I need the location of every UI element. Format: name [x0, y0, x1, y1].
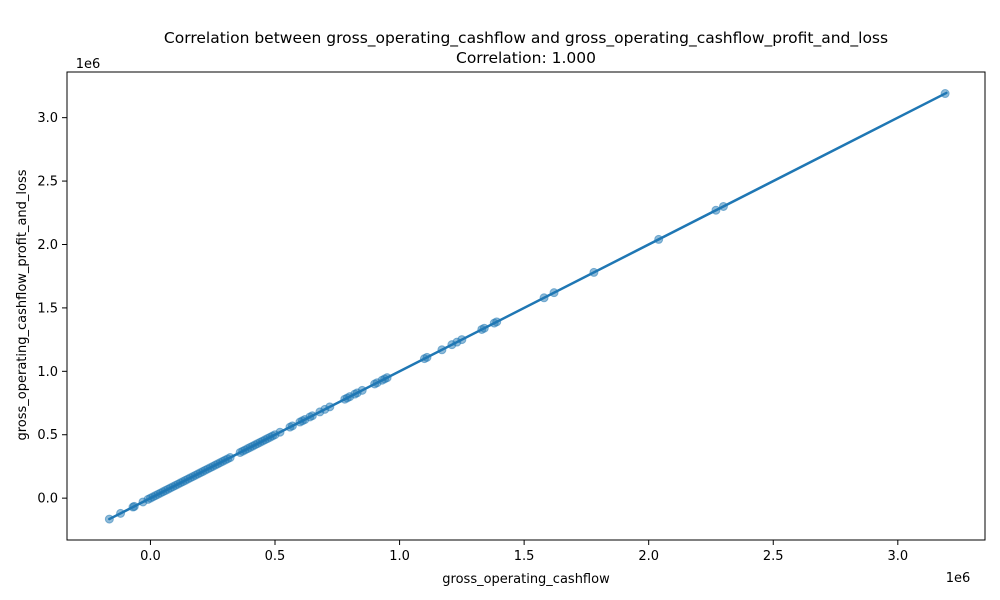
x-tick-label: 2.5: [763, 549, 784, 564]
regression-line: [108, 91, 948, 521]
y-tick-label: 2.5: [37, 175, 58, 190]
x-axis-offset-label: 1e6: [946, 571, 971, 586]
x-tick-label: 0.0: [140, 549, 161, 564]
y-tick-label: 1.0: [37, 365, 58, 380]
x-axis-label: gross_operating_cashflow: [442, 572, 610, 587]
x-tick-label: 2.0: [638, 549, 659, 564]
x-tick-label: 1.5: [514, 549, 535, 564]
y-tick-label: 3.0: [37, 111, 58, 126]
x-tick-label: 3.0: [887, 549, 908, 564]
y-axis-offset-label: 1e6: [76, 57, 101, 72]
y-tick-label: 2.0: [37, 238, 58, 253]
chart-title: Correlation between gross_operating_cash…: [164, 29, 888, 48]
y-tick-label: 0.0: [37, 492, 58, 507]
x-axis-ticks: 0.0 0.5 1.0 1.5 2.0 2.5 3.0: [140, 540, 908, 564]
x-tick-label: 1.0: [389, 549, 410, 564]
y-axis-ticks: 0.0 0.5 1.0 1.5 2.0 2.5 3.0: [37, 111, 67, 507]
plot-area-frame: [66, 71, 986, 541]
y-axis-label: gross_operating_cashflow_profit_and_loss: [15, 169, 30, 440]
x-tick-label: 0.5: [265, 549, 286, 564]
y-tick-label: 1.5: [37, 301, 58, 316]
y-tick-label: 0.5: [37, 428, 58, 443]
chart-subtitle: Correlation: 1.000: [456, 49, 596, 67]
regression-line-group: [108, 91, 948, 521]
